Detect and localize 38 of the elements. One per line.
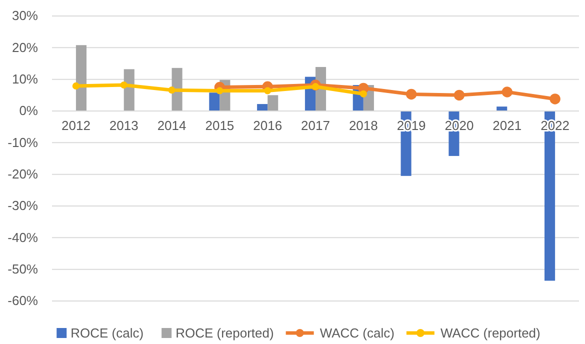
y-tick-label: -30% [8,198,38,214]
point [312,83,320,90]
point [264,87,272,94]
point [550,94,560,104]
x-tick-label: 2018 [348,118,378,134]
y-tick-label: 0% [19,103,38,118]
point [360,90,367,98]
x-tick-label: 2012 [61,118,90,134]
bar [268,95,278,111]
point [454,90,465,101]
point [120,81,128,89]
x-tick-label: 2014 [157,118,186,134]
x-tick-label: 2016 [253,118,282,134]
x-tick-label: 2013 [109,118,138,134]
y-tick-label: -60% [8,293,38,308]
x-tick-label: 2021 [492,118,522,134]
legend-label: ROCE (reported) [176,326,274,340]
legend-label: WACC (calc) [320,326,394,340]
legend-label: ROCE (calc) [70,326,144,340]
point [406,88,417,100]
y-tick-label: -20% [8,166,38,182]
point [168,86,176,94]
point [72,82,80,90]
y-tick-label: 10% [12,71,38,86]
bar [496,106,508,111]
bar [209,92,220,111]
point [216,87,224,94]
y-tick-label: -50% [8,261,38,276]
y-tick-label: -40% [8,230,38,245]
y-tick-label: -10% [8,134,38,150]
bar [257,104,268,111]
bar [76,45,86,111]
legend-label: WACC (reported) [440,326,540,340]
y-tick-label: 30% [12,8,38,24]
x-tick-label: 2015 [205,118,234,134]
y-tick-label: 20% [12,40,38,55]
x-tick-label: 2017 [301,118,330,134]
point [502,86,512,98]
